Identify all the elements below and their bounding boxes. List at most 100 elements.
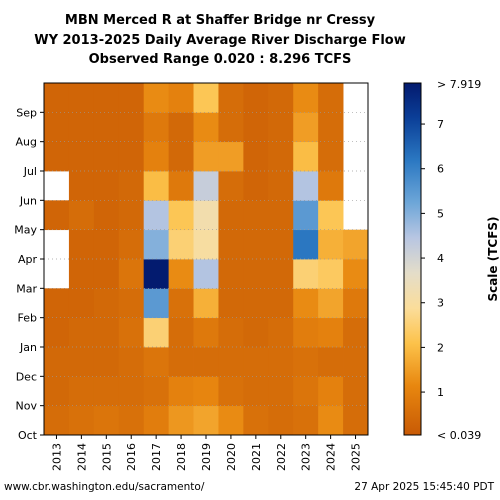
heatmap-cell-2016-sep — [118, 83, 145, 113]
heatmap-cell-2014-aug — [68, 112, 95, 143]
colorbar-max-label: > 7.919 — [437, 78, 481, 91]
heatmap-cell-2018-oct — [168, 405, 194, 436]
heatmap-cell-2024-feb — [318, 288, 344, 319]
heatmap-cell-2022-jan — [268, 317, 294, 348]
heatmap-cell-2015-dec — [93, 347, 120, 377]
heatmap-cell-2022-jul — [268, 141, 294, 172]
heatmap-cell-2022-sep — [268, 83, 294, 113]
heatmap-cell-2020-jan — [218, 317, 244, 348]
x-tick-label-2024: 2024 — [325, 443, 338, 471]
footer-timestamp: 27 Apr 2025 15:45:40 PDT — [354, 481, 494, 493]
heatmap-cell-2020-sep — [218, 83, 244, 113]
colorbar-axis-label: Scale (TCFS) — [486, 216, 500, 301]
y-tick-label-sep: Sep — [16, 106, 37, 119]
heatmap-cell-2022-mar — [268, 259, 294, 289]
heatmap-cell-2019-sep — [193, 83, 219, 113]
heatmap-cell-2014-dec — [68, 347, 95, 377]
heatmap-cell-2018-jul — [168, 141, 194, 172]
heatmap-cell-2023-oct — [293, 405, 319, 436]
heatmap-cell-2024-apr — [318, 229, 344, 260]
heatmap-cell-2024-oct — [318, 405, 344, 436]
colorbar-tick-label-4: 4 — [437, 252, 444, 265]
heatmap-cell-2016-apr — [118, 229, 145, 260]
heatmap-cell-2021-jun — [243, 171, 269, 201]
x-tick-label-2015: 2015 — [100, 443, 113, 471]
heatmap-cell-2024-jan — [318, 317, 344, 348]
heatmap-cell-2024-dec — [318, 347, 344, 377]
heatmap-cell-2017-nov — [143, 376, 170, 407]
heatmap-cell-2014-may — [68, 200, 95, 231]
heatmap-cell-2021-jul — [243, 141, 269, 172]
heatmap-cell-2019-dec — [193, 347, 219, 377]
heatmap-cell-2019-mar — [193, 259, 219, 289]
y-tick-label-may: May — [14, 224, 37, 237]
heatmap-cell-2018-aug — [168, 112, 194, 143]
x-tick-label-2016: 2016 — [125, 443, 138, 471]
heatmap-cell-2018-apr — [168, 229, 194, 260]
chart-title-line-2: WY 2013-2025 Daily Average River Dischar… — [34, 33, 406, 48]
x-tick-label-2013: 2013 — [50, 443, 63, 471]
x-axis-year-ticks: 2013 2014 2015 2016 2017 2018 2019 2020 2021 2022… — [50, 435, 363, 471]
chart-title-line-1: MBN Merced R at Shaffer Bridge nr Cressy — [65, 13, 376, 28]
heatmap-cell-2020-apr — [218, 229, 244, 260]
heatmap-cell-2021-jan — [243, 317, 269, 348]
heatmap-cell-2015-jan — [93, 317, 120, 348]
heatmap-cell-2025-dec — [343, 347, 369, 377]
heatmap-cell-2014-nov — [68, 376, 95, 407]
heatmap-cell-2015-jun — [93, 171, 120, 201]
x-tick-label-2020: 2020 — [225, 443, 238, 471]
heatmap-cell-2021-apr — [243, 229, 269, 260]
heatmap-cell-2016-dec — [118, 347, 145, 377]
heatmap-cell-2014-jan — [68, 317, 95, 348]
heatmap-cell-2023-apr — [293, 229, 319, 260]
heatmap-cell-2019-oct — [193, 405, 219, 436]
heatmap-cell-2017-sep — [143, 83, 170, 113]
heatmap-cell-2017-apr — [143, 229, 170, 260]
heatmap-cell-2021-oct — [243, 405, 269, 436]
heatmap-cell-2014-mar — [68, 259, 95, 289]
heatmap-cell-2018-nov — [168, 376, 194, 407]
heatmap-cell-2023-jul — [293, 141, 319, 172]
heatmap-cell-2015-aug — [93, 112, 120, 143]
y-tick-label-aug: Aug — [16, 136, 37, 149]
heatmap-cell-2017-mar — [143, 259, 170, 289]
heatmap-cell-2020-may — [218, 200, 244, 231]
heatmap-cell-2025-mar — [343, 259, 369, 289]
x-tick-label-2014: 2014 — [75, 443, 88, 471]
colorbar-tick-label-6: 6 — [437, 163, 444, 176]
footer-url: www.cbr.washington.edu/sacramento/ — [4, 481, 205, 493]
heatmap-cell-2013-feb — [44, 288, 70, 319]
heatmap-cell-2022-nov — [268, 376, 294, 407]
heatmap-cell-2019-feb — [193, 288, 219, 319]
heatmap-cell-2017-jul — [143, 141, 170, 172]
heatmap-cell-2017-aug — [143, 112, 170, 143]
colorbar-tick-label-2: 2 — [437, 341, 444, 354]
heatmap-cell-2017-jun — [143, 171, 170, 201]
x-tick-label-2019: 2019 — [200, 443, 213, 471]
heatmap-cell-2014-jun — [68, 171, 95, 201]
heatmap-cell-2023-feb — [293, 288, 319, 319]
heatmap-cell-2013-sep — [44, 83, 70, 113]
heatmap-cell-2016-jul — [118, 141, 145, 172]
heatmap-cell-2019-nov — [193, 376, 219, 407]
heatmap-cell-2019-jan — [193, 317, 219, 348]
heatmap-cell-2020-mar — [218, 259, 244, 289]
heatmap-cell-2025-jan — [343, 317, 369, 348]
heatmap-cell-2015-apr — [93, 229, 120, 260]
heatmap-cell-2016-may — [118, 200, 145, 231]
heatmap-plot-area — [44, 83, 369, 436]
heatmap-cell-2015-jul — [93, 141, 120, 172]
heatmap-cell-2016-oct — [118, 405, 145, 436]
heatmap-cell-2019-jun — [193, 171, 219, 201]
heatmap-cell-2021-sep — [243, 83, 269, 113]
heatmap-cell-2014-oct — [68, 405, 95, 436]
heatmap-cell-2019-apr — [193, 229, 219, 260]
heatmap-cell-2022-aug — [268, 112, 294, 143]
y-tick-label-jan: Jan — [19, 341, 37, 354]
heatmap-cell-2015-oct — [93, 405, 120, 436]
y-tick-label-feb: Feb — [18, 312, 37, 325]
colorbar-tick-label-7: 7 — [437, 118, 444, 131]
heatmap-cell-2022-dec — [268, 347, 294, 377]
heatmap-cell-2020-aug — [218, 112, 244, 143]
